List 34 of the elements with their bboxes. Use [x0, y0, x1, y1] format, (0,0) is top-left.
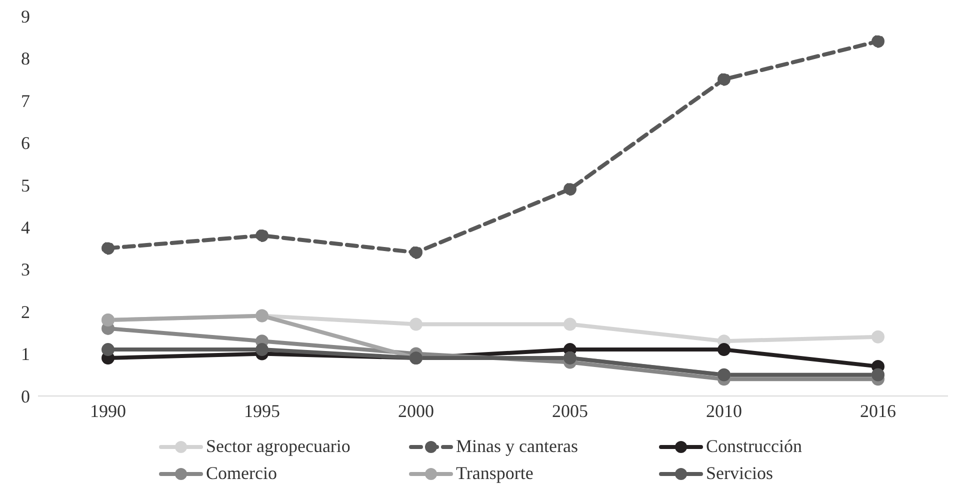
y-tick-label: 1 — [21, 344, 30, 364]
legend-label: Transporte — [456, 463, 534, 484]
y-tick-label: 4 — [21, 218, 30, 238]
x-tick-label: 2005 — [552, 400, 588, 421]
point — [410, 246, 422, 259]
point — [410, 318, 422, 331]
legend-label: Construcción — [706, 436, 802, 457]
legend-label: Minas y canteras — [456, 436, 578, 457]
point — [564, 182, 576, 196]
y-tick-label: 3 — [21, 260, 30, 280]
y-tick-label: 7 — [21, 90, 30, 111]
y-tick-label: 9 — [21, 6, 30, 26]
x-tick-label: 1990 — [90, 400, 126, 421]
y-tick-label: 0 — [21, 386, 30, 406]
legend-label: Servicios — [706, 463, 773, 484]
x-tick-label: 2010 — [706, 400, 742, 421]
point — [256, 343, 268, 356]
point — [718, 343, 730, 356]
x-tick-label: 2016 — [860, 400, 896, 421]
y-tick-label: 8 — [21, 48, 30, 69]
point — [102, 343, 114, 356]
legend-label: Comercio — [206, 463, 277, 484]
point — [718, 72, 730, 86]
point — [872, 330, 884, 344]
x-tick-label: 2000 — [398, 400, 434, 421]
point — [102, 242, 114, 255]
y-tick-label: 2 — [21, 302, 30, 322]
y-tick-label: 6 — [21, 133, 30, 154]
y-tick-label: 5 — [21, 175, 30, 196]
x-tick-label: 1995 — [244, 400, 280, 421]
point — [564, 318, 576, 331]
point — [256, 229, 268, 242]
point — [872, 34, 884, 48]
legend-label: Sector agropecuario — [206, 436, 350, 457]
